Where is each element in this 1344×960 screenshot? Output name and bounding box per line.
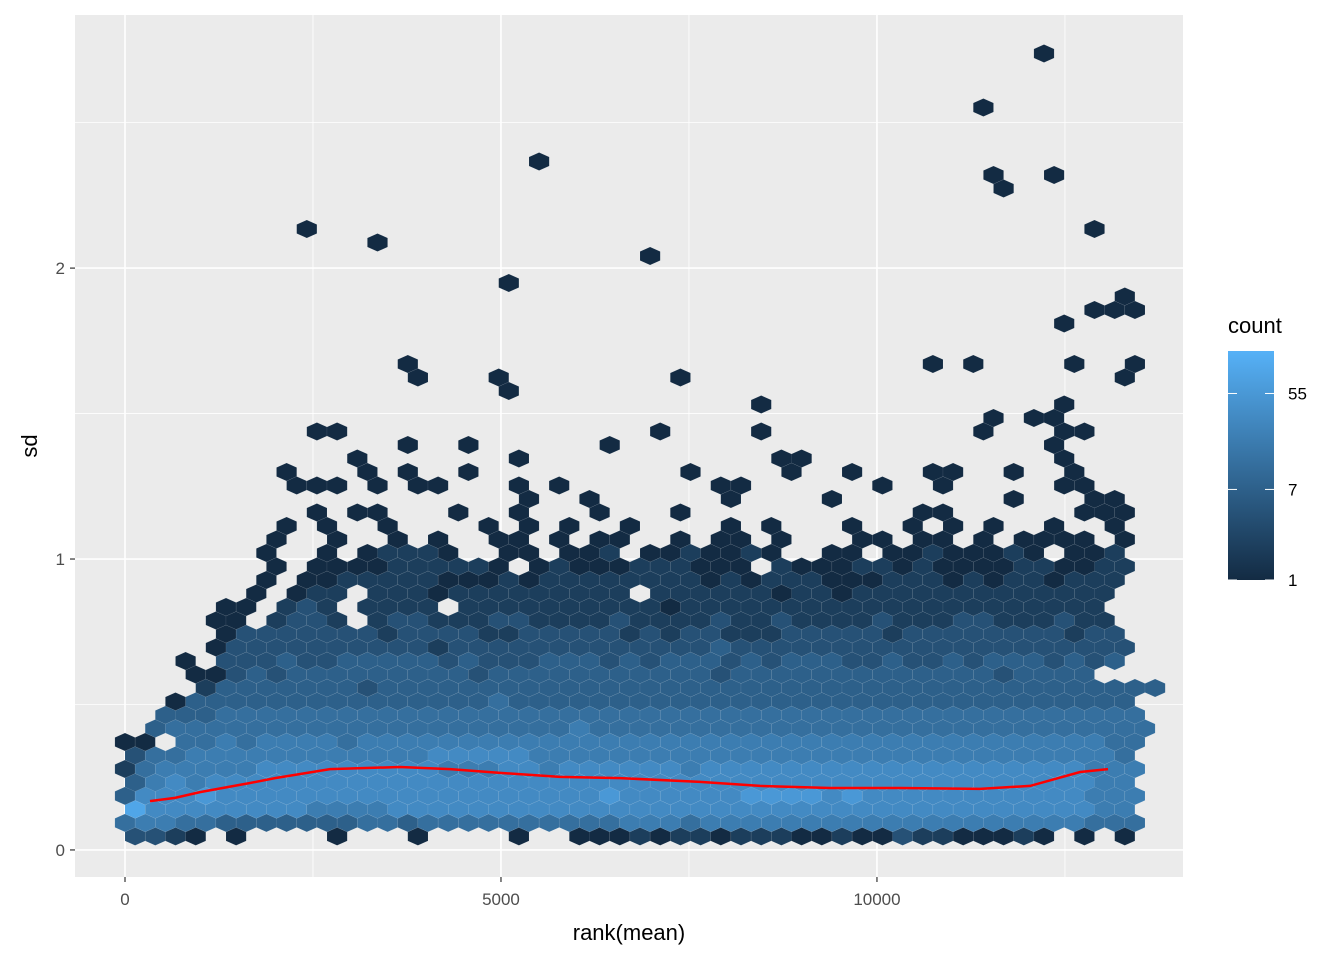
hex-bin (1084, 219, 1105, 239)
hex-bin (932, 476, 954, 495)
hex-bin (750, 422, 772, 441)
hex-bin (983, 516, 1004, 536)
hex-bin (973, 98, 994, 117)
hex-bin (993, 179, 1014, 198)
x-axis-title: rank(mean) (573, 920, 685, 945)
hex-bin (781, 462, 802, 482)
hex-bin (458, 435, 479, 455)
y-tick-label: 2 (56, 259, 65, 278)
hex-bin (276, 516, 297, 536)
hex-bin (1124, 300, 1146, 320)
hex-bin (397, 435, 419, 455)
x-tick-label: 10000 (853, 890, 900, 909)
hex-bin (962, 354, 984, 374)
hex-bin (498, 273, 520, 293)
hex-bin (1063, 354, 1085, 374)
hex-bins (114, 44, 1166, 846)
hex-bin (528, 152, 550, 171)
hex-bin (478, 516, 499, 536)
hex-bin (367, 503, 388, 522)
hex-bin (670, 530, 691, 549)
hex-bin (983, 408, 1004, 428)
hex-bin (508, 503, 530, 522)
hex-bin (458, 462, 479, 482)
hex-bin (427, 530, 449, 549)
hex-bin (670, 368, 691, 387)
hex-bin (326, 422, 348, 441)
hex-bin (932, 503, 954, 522)
hex-bin (326, 476, 348, 495)
hex-bin (548, 476, 570, 495)
hex-bin (680, 462, 701, 482)
hex-bin (1003, 489, 1025, 509)
hex-bin (498, 381, 520, 401)
hex-bin (750, 395, 772, 414)
hex-bin (1114, 368, 1136, 387)
hex-bin (599, 435, 621, 455)
legend-colorbar (1228, 351, 1274, 580)
hex-bin (1074, 530, 1095, 549)
hex-bin (670, 503, 691, 522)
hex-bin (1074, 476, 1095, 495)
hex-bin (841, 516, 863, 536)
hex-bin (508, 449, 530, 468)
legend-tick-label: 7 (1288, 480, 1297, 499)
y-tick-label: 1 (56, 550, 65, 569)
y-axis-title: sd (17, 434, 42, 457)
hex-bin (367, 476, 388, 495)
hex-bin (1074, 503, 1095, 522)
hex-bin (841, 462, 863, 482)
y-tick-label: 0 (56, 841, 65, 860)
hex-bin (175, 651, 196, 671)
hex-bin (730, 476, 752, 495)
hex-bin (821, 489, 843, 509)
x-tick-label: 0 (120, 890, 129, 909)
hex-bin (872, 530, 893, 549)
hex-bin (649, 422, 671, 441)
hex-bin (1074, 422, 1095, 441)
hex-bin (1144, 678, 1166, 698)
trend-line (149, 765, 1109, 803)
hex-bin (1053, 395, 1075, 414)
hex-bin (1053, 314, 1075, 333)
hex-bin (1043, 516, 1065, 536)
hex-bin (306, 503, 328, 522)
hex-bin (1003, 462, 1025, 482)
hex-bin (427, 476, 449, 495)
hex-bin (720, 516, 742, 536)
hex-bin (589, 503, 610, 522)
hex-bin (619, 516, 641, 536)
hex-bin (447, 503, 469, 522)
hex-bin (922, 354, 944, 374)
hex-bin (296, 219, 318, 239)
legend-title: count (1228, 313, 1282, 338)
hex-bin (558, 516, 580, 536)
hex-bin (367, 233, 388, 252)
hex-bin (1033, 44, 1055, 63)
hex-bin (1043, 165, 1065, 185)
hex-bin (407, 368, 429, 387)
x-tick-label: 5000 (482, 890, 520, 909)
hex-bin (872, 476, 893, 495)
hex-bin (639, 246, 661, 266)
hex-bin (760, 516, 782, 536)
legend-tick-label: 55 (1288, 384, 1307, 403)
axes: 0 5000 10000 0 1 2 (56, 259, 901, 909)
legend-tick-label: 1 (1288, 571, 1297, 590)
